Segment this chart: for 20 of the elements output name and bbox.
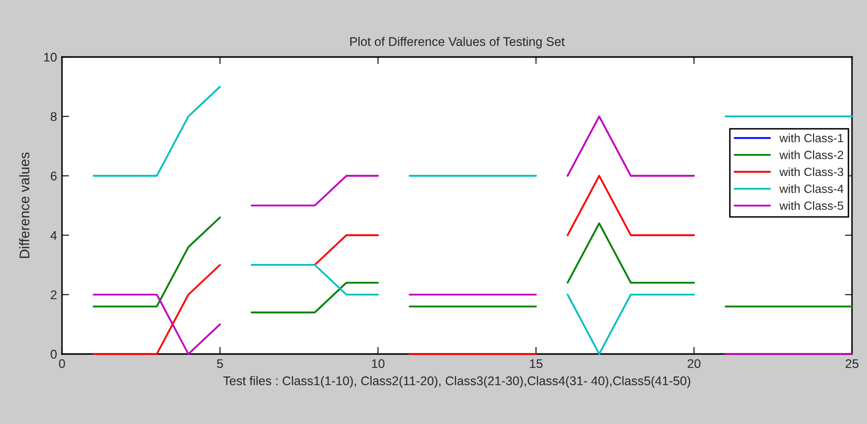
- legend-label: with Class-2: [779, 150, 844, 160]
- x-axis-title: Test files : Class1(1-10), Class2(11-20), Class3(21-30),Class4(31- 40),Class5(41-50): [223, 376, 690, 388]
- y-axis-title: Difference values: [19, 152, 30, 258]
- legend-label: with Class-4: [779, 184, 844, 193]
- chart-title: Plot of Difference Values of Testing Set: [350, 36, 565, 48]
- y-tick-label: 10: [44, 52, 57, 62]
- y-tick-label: 6: [50, 172, 57, 180]
- legend-label: with Class-1: [779, 134, 844, 142]
- x-tick-label: 10: [372, 359, 384, 368]
- x-tick-label: 20: [688, 359, 700, 368]
- legend-label: with Class-3: [779, 167, 844, 176]
- y-tick-label: 4: [50, 231, 57, 240]
- x-tick-label: 25: [846, 359, 858, 368]
- legend-label: with Class-5: [779, 201, 844, 210]
- y-tick-label: 8: [50, 112, 57, 122]
- y-tick-label: 2: [50, 290, 57, 300]
- x-tick-label: 15: [530, 359, 542, 368]
- y-tick-label: 0: [50, 350, 57, 359]
- x-tick-label: 0: [59, 359, 65, 368]
- x-tick-label: 5: [217, 359, 223, 368]
